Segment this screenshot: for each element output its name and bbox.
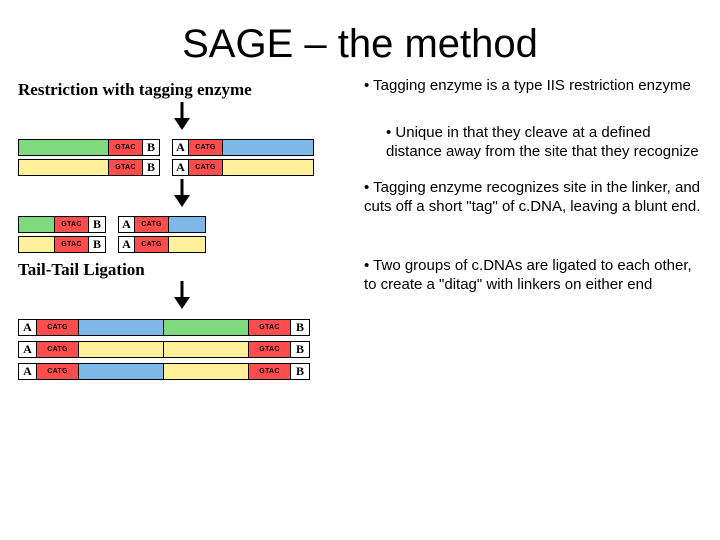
arrow-down-icon bbox=[12, 281, 352, 314]
full-fragments-group: GTACBACATGGTACBACATG bbox=[12, 139, 352, 176]
restriction-site: CATG bbox=[189, 140, 223, 155]
ditag-fragment: ACATG GTACB bbox=[18, 363, 310, 380]
linker-label: B bbox=[291, 364, 309, 379]
cdna-body bbox=[19, 237, 55, 252]
ditag-fragment: ACATG GTACB bbox=[18, 319, 310, 336]
linker-label: A bbox=[19, 342, 37, 357]
step-label-restriction: Restriction with tagging enzyme bbox=[18, 81, 352, 100]
step-label-restriction-text: Restriction with tagging enzyme bbox=[18, 80, 252, 99]
content-row: Restriction with tagging enzyme GTACBACA… bbox=[0, 77, 720, 385]
linker-label: B bbox=[143, 140, 159, 155]
linker-label: A bbox=[119, 217, 135, 232]
cdna-body bbox=[223, 160, 313, 175]
restriction-site: CATG bbox=[189, 160, 223, 175]
arrow-down-icon bbox=[12, 102, 352, 135]
cdna-fragment: GTACB bbox=[18, 139, 160, 156]
cdna-body bbox=[19, 160, 109, 175]
restriction-site: GTAC bbox=[249, 320, 291, 335]
cdna-fragment: ACATG bbox=[172, 139, 314, 156]
linker-label: B bbox=[291, 342, 309, 357]
restriction-site: GTAC bbox=[249, 364, 291, 379]
cdna-body bbox=[169, 217, 205, 232]
cdna-fragment: GTACB bbox=[18, 236, 106, 253]
linker-label: A bbox=[119, 237, 135, 252]
step-label-ligation: Tail-Tail Ligation bbox=[18, 261, 352, 280]
bullet-3: • Tagging enzyme recognizes site in the … bbox=[364, 179, 708, 217]
restriction-site: GTAC bbox=[249, 342, 291, 357]
bullet-4: • Two groups of c.DNAs are ligated to ea… bbox=[364, 257, 708, 295]
linker-label: A bbox=[173, 160, 189, 175]
diagram-column: Restriction with tagging enzyme GTACBACA… bbox=[12, 77, 352, 385]
linker-label: A bbox=[19, 320, 37, 335]
restriction-site: CATG bbox=[37, 320, 79, 335]
tag-left bbox=[79, 342, 164, 357]
restriction-site: CATG bbox=[37, 342, 79, 357]
tag-left bbox=[79, 320, 164, 335]
ditag-group: ACATGGTACBACATGGTACBACATGGTACB bbox=[12, 319, 352, 380]
fragment-row: GTACBACATG bbox=[12, 159, 352, 176]
page-title: SAGE – the method bbox=[0, 0, 720, 77]
restriction-site: GTAC bbox=[109, 140, 143, 155]
step-label-ligation-text: Tail-Tail Ligation bbox=[18, 260, 145, 279]
bullet-1: • Tagging enzyme is a type IIS restricti… bbox=[364, 77, 708, 96]
arrow-down-icon bbox=[12, 179, 352, 212]
cdna-body bbox=[169, 237, 205, 252]
short-fragments-group: GTACBACATGGTACBACATG bbox=[12, 216, 352, 253]
cdna-body bbox=[19, 217, 55, 232]
tag-left bbox=[79, 364, 164, 379]
restriction-site: CATG bbox=[37, 364, 79, 379]
linker-label: A bbox=[19, 364, 37, 379]
restriction-site: GTAC bbox=[55, 217, 89, 232]
bullets-column: • Tagging enzyme is a type IIS restricti… bbox=[352, 77, 708, 385]
restriction-site: CATG bbox=[135, 237, 169, 252]
bullet-2: • Unique in that they cleave at a define… bbox=[364, 124, 708, 162]
fragment-row: GTACBACATG bbox=[12, 216, 352, 233]
cdna-fragment: ACATG bbox=[118, 236, 206, 253]
tag-right bbox=[164, 320, 249, 335]
cdna-body bbox=[19, 140, 109, 155]
cdna-fragment: ACATG bbox=[118, 216, 206, 233]
restriction-site: GTAC bbox=[55, 237, 89, 252]
linker-label: B bbox=[89, 237, 105, 252]
cdna-fragment: GTACB bbox=[18, 216, 106, 233]
linker-label: B bbox=[89, 217, 105, 232]
fragment-row: GTACBACATG bbox=[12, 139, 352, 156]
restriction-site: GTAC bbox=[109, 160, 143, 175]
cdna-fragment: ACATG bbox=[172, 159, 314, 176]
cdna-fragment: GTACB bbox=[18, 159, 160, 176]
ditag-fragment: ACATG GTACB bbox=[18, 341, 310, 358]
restriction-site: CATG bbox=[135, 217, 169, 232]
tag-right bbox=[164, 364, 249, 379]
linker-label: B bbox=[143, 160, 159, 175]
cdna-body bbox=[223, 140, 313, 155]
fragment-row: GTACBACATG bbox=[12, 236, 352, 253]
linker-label: A bbox=[173, 140, 189, 155]
tag-right bbox=[164, 342, 249, 357]
linker-label: B bbox=[291, 320, 309, 335]
